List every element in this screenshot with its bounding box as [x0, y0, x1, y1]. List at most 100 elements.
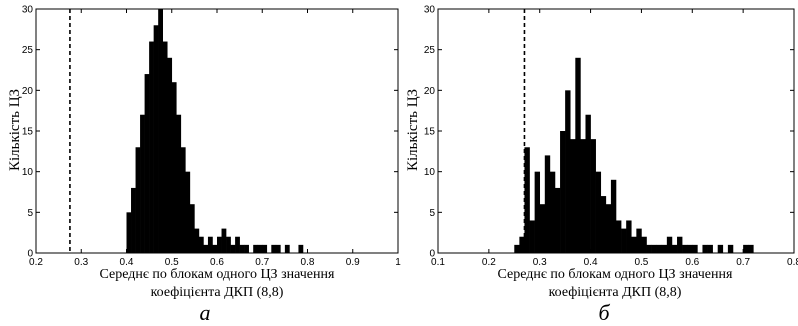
histogram-bar — [692, 244, 698, 253]
x-tick-label: 0.3 — [533, 257, 547, 268]
x-tick-label: 0.2 — [482, 257, 496, 268]
y-tick-label: 0 — [27, 249, 33, 260]
histogram-bar — [743, 244, 749, 253]
histogram-bar — [641, 236, 647, 253]
histogram-bar — [666, 236, 673, 253]
histogram-panel-a: 0.2 0.3 0.4 0.5 0.6 0.7 0.8 0.9 1 0 5 10 15 20 25 30 С… — [7, 5, 401, 326]
histogram-bar — [135, 147, 141, 253]
x-axis-label-line1-b: Середнє по блокам одного ЦЗ значення — [498, 267, 733, 282]
histogram-bar — [580, 139, 586, 253]
histogram-bar — [230, 244, 236, 253]
histogram-bar — [600, 196, 607, 253]
histogram-bar — [131, 187, 136, 253]
histogram-bar — [687, 244, 693, 253]
x-tick-label: 0.7 — [736, 257, 750, 268]
histogram-panel-b: 0.1 0.2 0.3 0.4 0.5 0.6 0.7 0.8 0 5 10 15 20 25 30 Се… — [405, 5, 798, 326]
y-tick-label: 25 — [424, 45, 436, 56]
histogram-bar — [275, 244, 281, 253]
y-axis-label-a: Кількість ЦЗ — [7, 89, 23, 171]
histogram-bar — [585, 114, 591, 253]
x-tick-label: 0.8 — [301, 257, 315, 268]
histogram-bar — [194, 228, 200, 253]
histogram-bar — [212, 244, 218, 253]
histogram-bar — [153, 25, 159, 254]
y-ticks-a: 0 5 10 15 20 25 30 — [22, 5, 398, 260]
histogram-bar — [284, 244, 290, 253]
x-tick-label: 0.3 — [74, 257, 88, 268]
histogram-bar — [158, 9, 163, 253]
histogram-bar — [631, 236, 637, 253]
histogram-bar — [661, 244, 668, 253]
x-axis-label-line2-a: коефіцієнта ДКП (8,8) — [151, 285, 284, 300]
x-tick-label: 0.6 — [685, 257, 699, 268]
histogram-bar — [677, 236, 683, 253]
histogram-bar — [560, 131, 566, 253]
x-tick-label: 0.4 — [120, 257, 134, 268]
y-tick-label: 25 — [22, 45, 34, 56]
histogram-bar — [180, 147, 186, 253]
x-tick-label: 1 — [395, 257, 401, 268]
plot-frame-a — [35, 8, 399, 254]
y-tick-label: 20 — [424, 86, 436, 97]
x-axis-label-line1-a: Середнє по блокам одного ЦЗ значення — [100, 267, 335, 282]
y-tick-label: 5 — [27, 208, 33, 219]
histogram-bar — [226, 236, 231, 253]
histogram-bar — [198, 236, 204, 253]
x-tick-label: 0.9 — [346, 257, 360, 268]
histogram-bar — [626, 220, 632, 253]
histogram-bar — [616, 220, 622, 253]
histogram-bar — [189, 204, 195, 253]
y-tick-label: 15 — [424, 127, 436, 138]
histogram-bar — [253, 244, 259, 253]
histogram-bar — [610, 179, 617, 253]
histogram-bar — [621, 228, 627, 253]
y-tick-label: 0 — [429, 249, 435, 260]
histogram-bar — [702, 244, 708, 253]
panel-caption-a: а — [200, 300, 211, 325]
histogram-bar — [239, 244, 245, 253]
histogram-bar — [727, 244, 734, 253]
histogram-bar — [149, 41, 154, 254]
histogram-bar — [671, 244, 678, 253]
histogram-bar — [539, 204, 546, 253]
histogram-bar — [651, 244, 657, 253]
histogram-bar — [717, 244, 724, 253]
histogram-bar — [682, 244, 688, 253]
histogram-bar — [207, 236, 213, 253]
y-tick-label: 10 — [22, 167, 34, 178]
histogram-bar — [605, 204, 612, 253]
y-tick-label: 30 — [22, 5, 34, 16]
x-tick-label: 0.1 — [431, 257, 445, 268]
histogram-bar — [565, 90, 571, 253]
bars-a — [126, 9, 304, 254]
x-tick-label: 0.7 — [255, 257, 269, 268]
histogram-bar — [203, 244, 209, 253]
histogram-bar — [171, 82, 177, 253]
histogram-bar — [140, 114, 145, 253]
histogram-bar — [529, 220, 535, 253]
histogram-bar — [144, 74, 150, 253]
y-tick-label: 15 — [22, 127, 34, 138]
histogram-bar — [595, 171, 602, 253]
histogram-bar — [575, 57, 581, 253]
x-ticks-b: 0.1 0.2 0.3 0.4 0.5 0.6 0.7 0.8 — [431, 9, 798, 268]
histogram-bar — [646, 244, 652, 253]
y-tick-label: 10 — [424, 167, 436, 178]
x-tick-label: 0.4 — [584, 257, 598, 268]
x-axis-label-line2-b: коефіцієнта ДКП (8,8) — [549, 285, 682, 300]
histogram-bar — [126, 212, 132, 253]
histogram-bar — [162, 41, 168, 254]
histogram-bar — [524, 147, 530, 253]
histogram-bar — [748, 244, 754, 253]
bars-b — [514, 57, 754, 253]
x-tick-label: 0.5 — [634, 257, 648, 268]
histogram-bar — [167, 57, 173, 253]
x-tick-label: 0.8 — [787, 257, 798, 268]
x-tick-label: 0.2 — [29, 257, 43, 268]
histogram-bar — [221, 228, 227, 253]
histogram-bar — [534, 171, 541, 253]
histogram-bar — [549, 171, 556, 253]
histogram-bar — [185, 171, 191, 253]
x-tick-label: 0.5 — [165, 257, 179, 268]
